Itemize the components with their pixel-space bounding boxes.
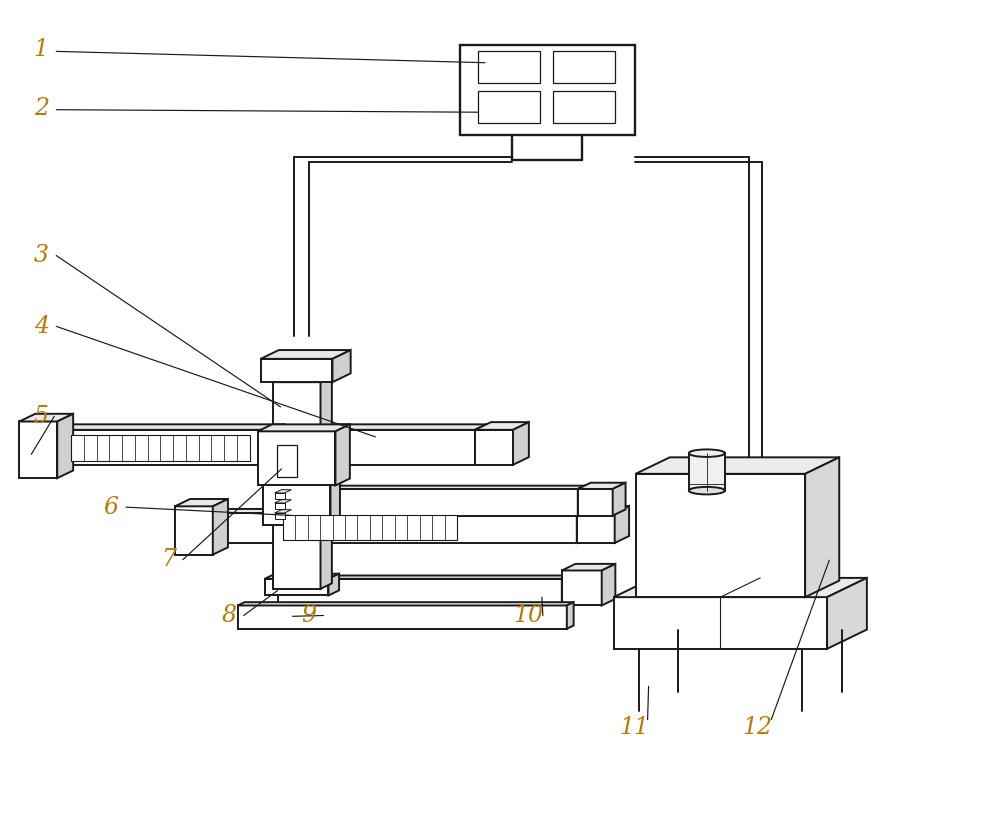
Polygon shape [320,425,486,430]
Polygon shape [320,430,475,465]
Polygon shape [615,506,629,543]
Polygon shape [328,489,578,516]
Polygon shape [827,578,867,649]
Polygon shape [475,425,486,465]
Polygon shape [213,509,585,513]
Polygon shape [614,597,827,649]
Polygon shape [258,425,350,431]
Polygon shape [577,506,629,513]
Text: 11: 11 [620,716,650,740]
Text: 8: 8 [221,604,236,627]
Polygon shape [553,51,615,83]
Polygon shape [475,422,529,430]
Text: 3: 3 [34,244,49,267]
Polygon shape [238,602,574,605]
Text: 7: 7 [161,548,176,571]
Polygon shape [577,509,585,543]
Polygon shape [263,484,330,526]
Polygon shape [513,422,529,465]
Text: 12: 12 [742,716,772,740]
Polygon shape [273,382,320,589]
Polygon shape [278,579,562,605]
Text: 9: 9 [301,604,316,627]
Polygon shape [39,425,284,430]
Polygon shape [39,430,273,465]
Polygon shape [689,453,725,491]
Text: 2: 2 [34,96,49,120]
Polygon shape [578,489,613,516]
Polygon shape [213,513,577,543]
Polygon shape [19,414,73,421]
Polygon shape [636,474,805,597]
Polygon shape [614,578,867,597]
Polygon shape [320,377,332,589]
Polygon shape [275,513,285,519]
Polygon shape [261,350,351,359]
Polygon shape [273,377,332,382]
Polygon shape [19,421,57,478]
Polygon shape [275,490,291,493]
Polygon shape [562,575,569,605]
Polygon shape [71,435,250,461]
Polygon shape [278,575,569,579]
Polygon shape [567,602,574,629]
Polygon shape [577,513,615,543]
Polygon shape [478,51,540,83]
Polygon shape [265,573,339,579]
Polygon shape [460,44,635,135]
Polygon shape [335,425,350,486]
Polygon shape [562,570,602,605]
Polygon shape [57,414,73,478]
Polygon shape [636,457,839,474]
Polygon shape [328,486,585,489]
Polygon shape [175,507,213,554]
Polygon shape [805,457,839,597]
Text: 10: 10 [513,604,543,627]
Polygon shape [275,510,291,513]
Polygon shape [265,579,328,595]
Polygon shape [553,91,615,123]
Polygon shape [175,499,228,507]
Ellipse shape [689,487,725,494]
Polygon shape [213,499,228,554]
Polygon shape [613,482,626,516]
Polygon shape [275,503,285,509]
Polygon shape [263,479,340,484]
Polygon shape [261,359,332,382]
Polygon shape [478,91,540,123]
Polygon shape [273,425,284,465]
Ellipse shape [689,450,725,457]
Polygon shape [330,479,340,526]
Polygon shape [283,516,457,541]
Text: 6: 6 [104,496,119,518]
Polygon shape [328,573,339,595]
Text: 5: 5 [34,405,49,428]
Polygon shape [562,563,615,570]
Polygon shape [238,605,567,629]
Polygon shape [475,430,513,465]
Polygon shape [602,563,615,605]
Polygon shape [578,486,585,516]
Polygon shape [332,350,351,382]
Polygon shape [275,493,285,499]
Polygon shape [578,482,626,489]
Polygon shape [277,446,297,477]
Text: 4: 4 [34,315,49,338]
Polygon shape [258,431,335,486]
Text: 1: 1 [34,38,49,61]
Polygon shape [275,500,291,503]
